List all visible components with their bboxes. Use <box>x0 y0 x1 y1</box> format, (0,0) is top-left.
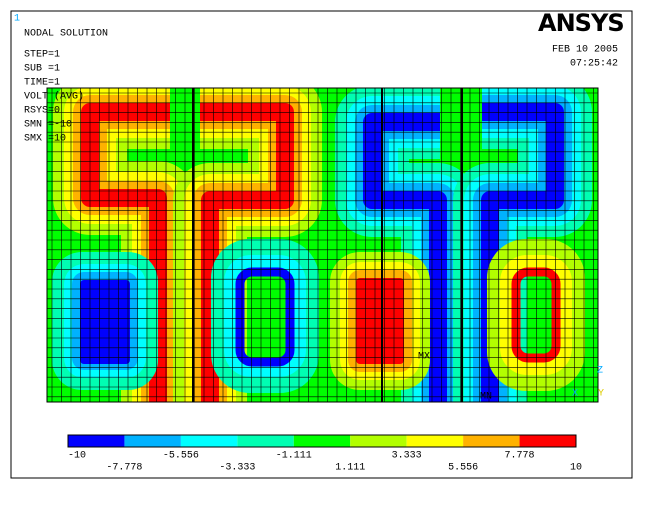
max-marker: MX <box>418 352 430 363</box>
header: NODAL SOLUTION STEP=1 SUB =1 TIME=1 VOLT (A… <box>24 29 108 145</box>
window-number: 1 <box>14 14 20 25</box>
legend-label: -10 <box>68 451 86 462</box>
legend-label: 10 <box>570 463 582 474</box>
legend-swatch <box>463 435 520 447</box>
legend-swatch <box>519 435 576 447</box>
legend-swatch <box>350 435 407 447</box>
min-marker: MN <box>480 392 492 403</box>
legend-label: 3.333 <box>392 451 422 462</box>
header-line: STEP=1 <box>24 50 60 61</box>
header-line: SUB =1 <box>24 64 60 75</box>
triad-axis: Z <box>597 366 603 377</box>
legend-label: -5.556 <box>163 451 199 462</box>
legend-swatch <box>293 435 351 447</box>
legend-swatch <box>237 435 294 447</box>
plot-border <box>46 87 599 403</box>
legend-border <box>67 434 577 448</box>
legend-swatch <box>180 435 238 447</box>
legend-label: 7.778 <box>505 451 535 462</box>
legend-label: 1.111 <box>335 463 365 474</box>
contour-plot <box>47 88 598 402</box>
header-line: TIME=1 <box>24 78 60 89</box>
header-line: VOLT (AVG) <box>24 91 84 103</box>
legend-swatch <box>124 435 181 447</box>
legend: -10 -7.778 -5.556 -3.333 -1.111 1.111 3.333 5.5… <box>67 434 582 474</box>
legend-swatch <box>406 435 464 447</box>
legend-label: -3.333 <box>219 463 255 474</box>
legend-label: -1.111 <box>276 451 312 462</box>
header-line: SMX =10 <box>24 134 66 145</box>
header-line: RSYS=0 <box>24 106 60 117</box>
date: FEB 10 2005 <box>552 45 618 56</box>
triad-axis: Y <box>598 389 604 400</box>
time: 07:25:42 <box>570 59 618 70</box>
logo: ANSYS <box>538 9 624 37</box>
legend-swatch <box>68 435 125 447</box>
triad-axis: X <box>572 389 578 400</box>
legend-label: -7.778 <box>106 463 142 474</box>
legend-label: 5.556 <box>448 463 478 474</box>
header-line: SMN =-10 <box>24 120 72 131</box>
header-title: NODAL SOLUTION <box>24 29 108 40</box>
